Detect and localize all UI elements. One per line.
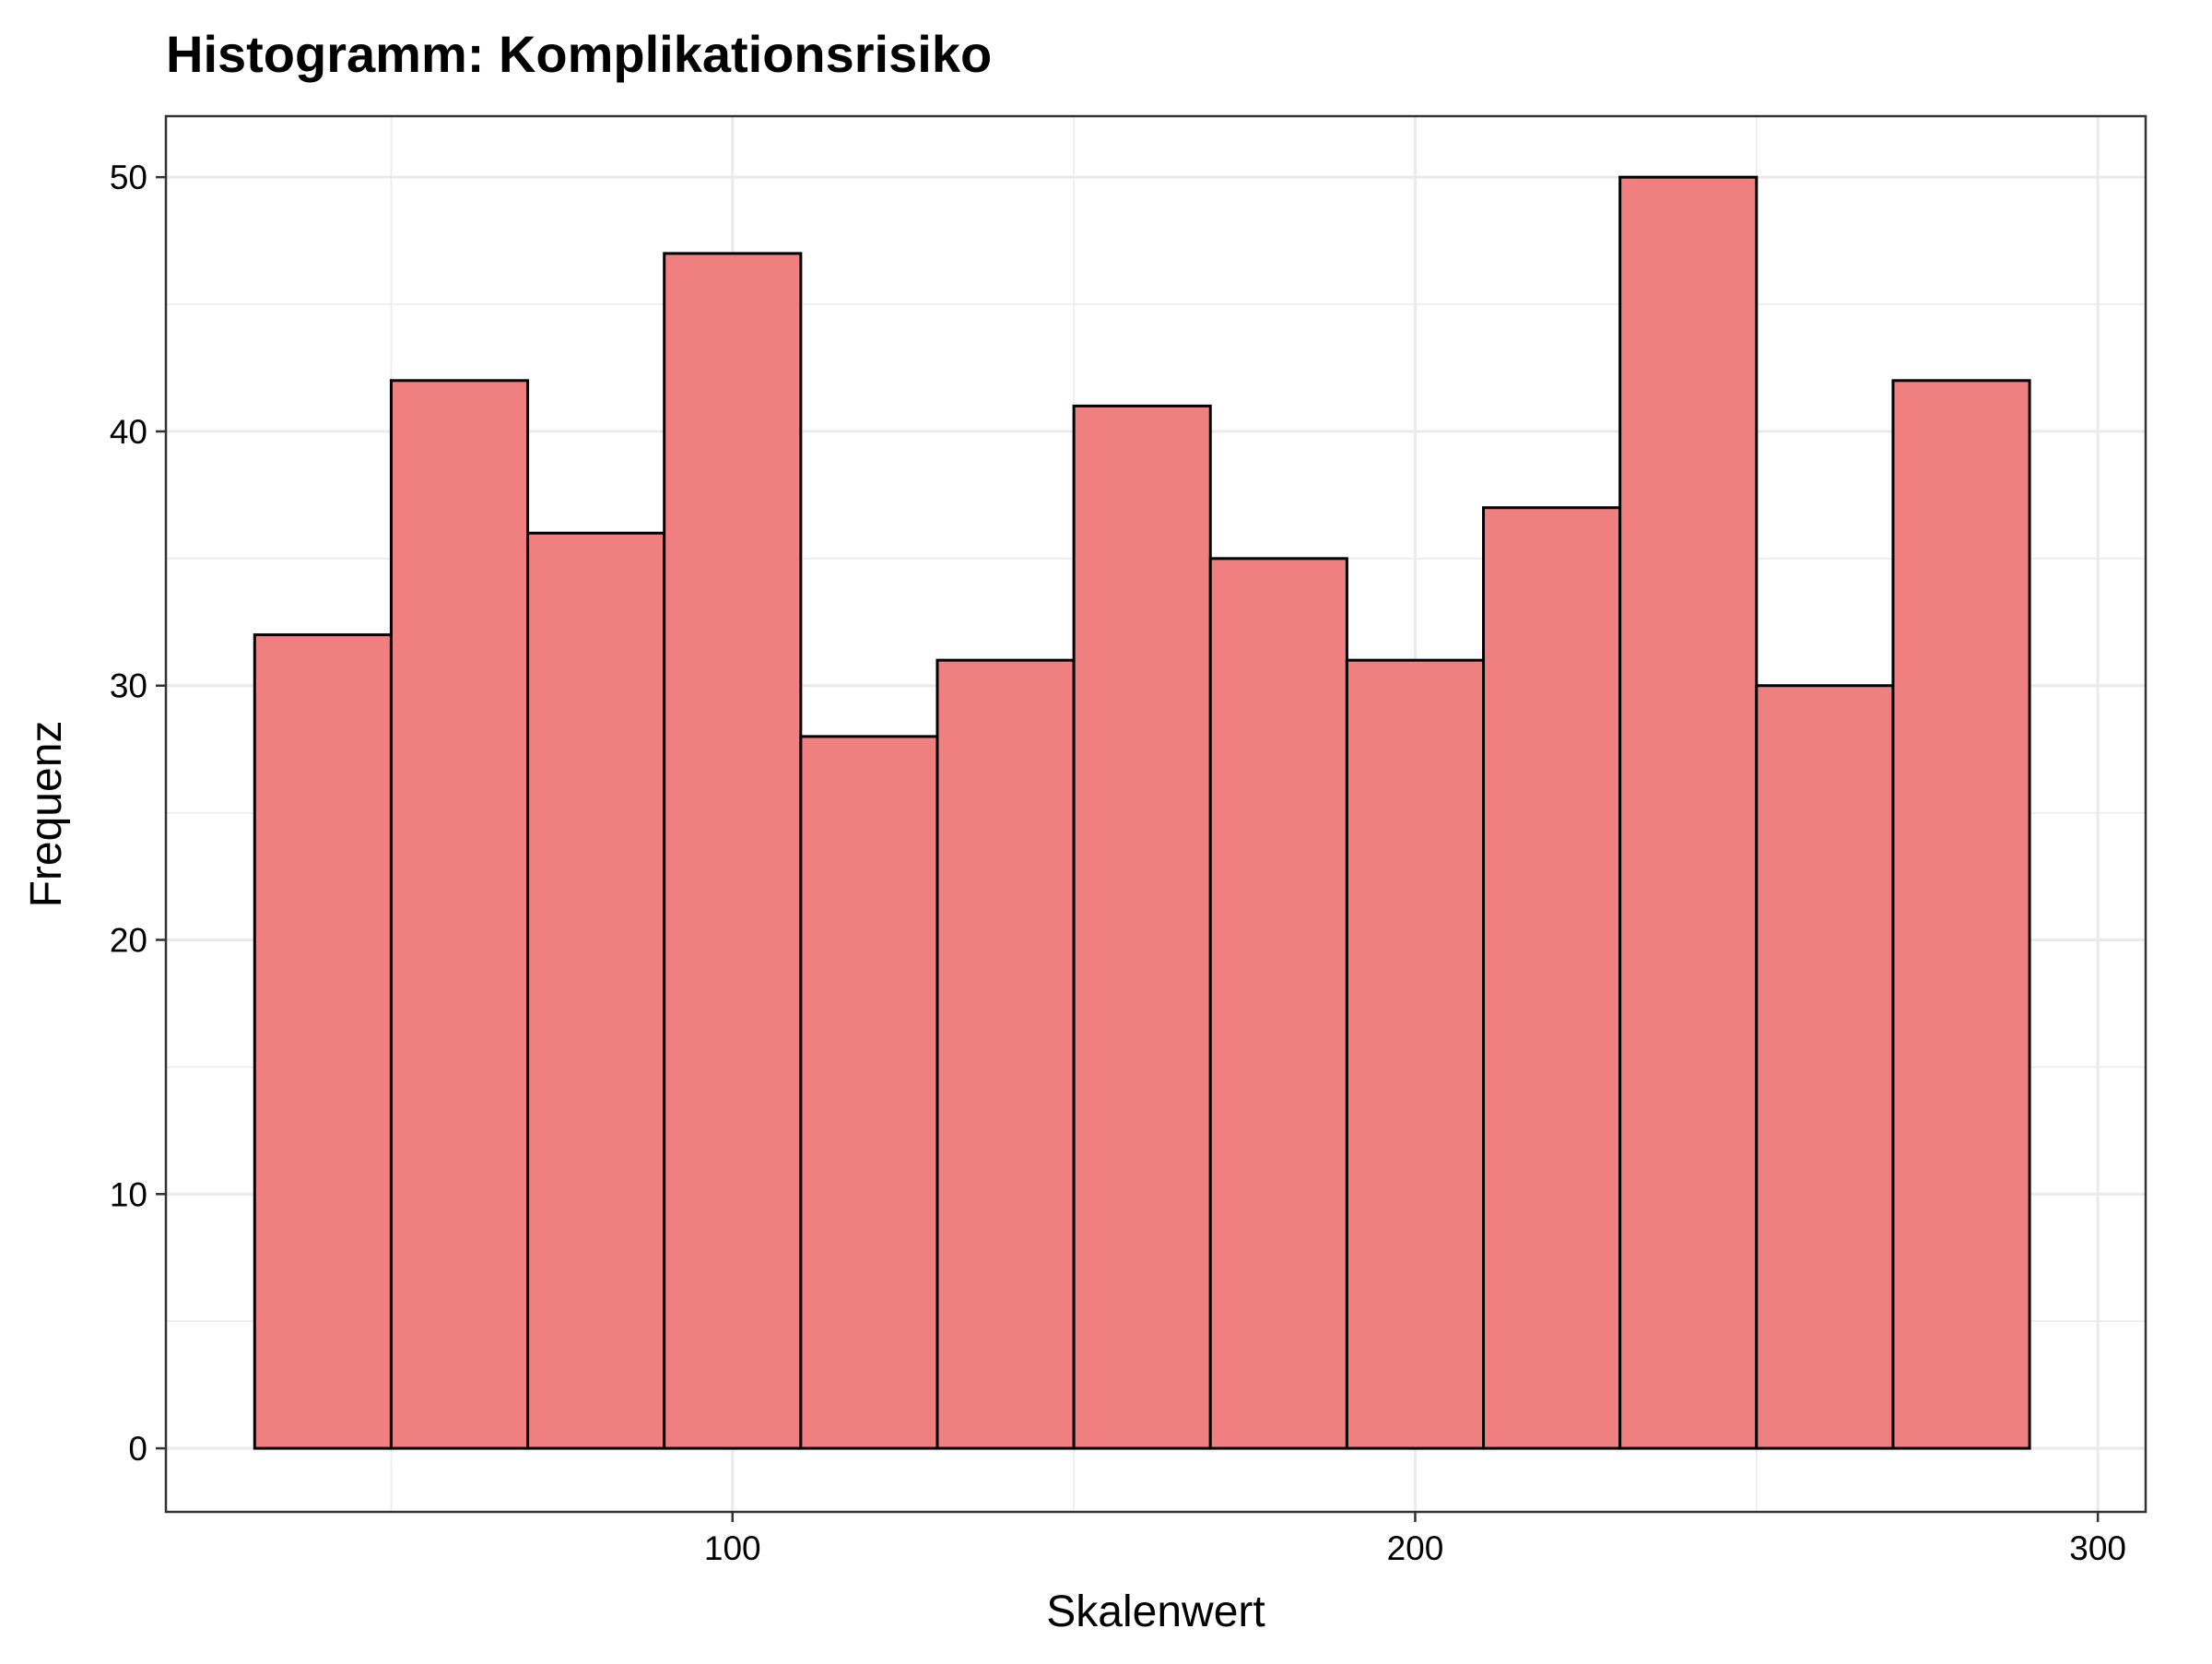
y-axis-ticks: 0 10 20 30 40 50 (110, 159, 166, 1468)
chart-title: Histogramm: Komplikationsrisiko (166, 25, 992, 83)
histogram-bar (799, 735, 939, 1450)
histogram-bar (389, 379, 530, 1450)
x-axis-ticks: 100 200 300 (704, 1512, 2126, 1567)
x-tick-label: 100 (704, 1529, 761, 1567)
histogram-bar (935, 658, 1076, 1450)
x-tick-label: 300 (2069, 1529, 2126, 1567)
x-tick-label: 200 (1387, 1529, 1444, 1567)
histogram-bar (253, 633, 393, 1450)
histogram-bar (1618, 175, 1759, 1450)
y-tick-label: 40 (110, 413, 147, 451)
histogram-bars (253, 175, 2031, 1450)
histogram-bar (1345, 658, 1486, 1450)
y-tick-label: 30 (110, 667, 147, 705)
plot-panel-border (164, 114, 2147, 1514)
x-axis-label: Skalenwert (1046, 1587, 1265, 1636)
histogram-bar (1891, 379, 2031, 1450)
histogram-bar (1482, 506, 1622, 1450)
histogram-bar (1208, 557, 1348, 1450)
histogram-bar (1072, 404, 1212, 1450)
histogram-bar (663, 252, 803, 1450)
y-tick-label: 0 (128, 1430, 147, 1468)
histogram-bar (526, 531, 666, 1450)
y-axis-label: Frequenz (22, 721, 71, 908)
histogram-bar (1755, 684, 1895, 1450)
y-tick-label: 50 (110, 159, 147, 196)
y-tick-label: 10 (110, 1175, 147, 1213)
y-tick-label: 20 (110, 922, 147, 960)
